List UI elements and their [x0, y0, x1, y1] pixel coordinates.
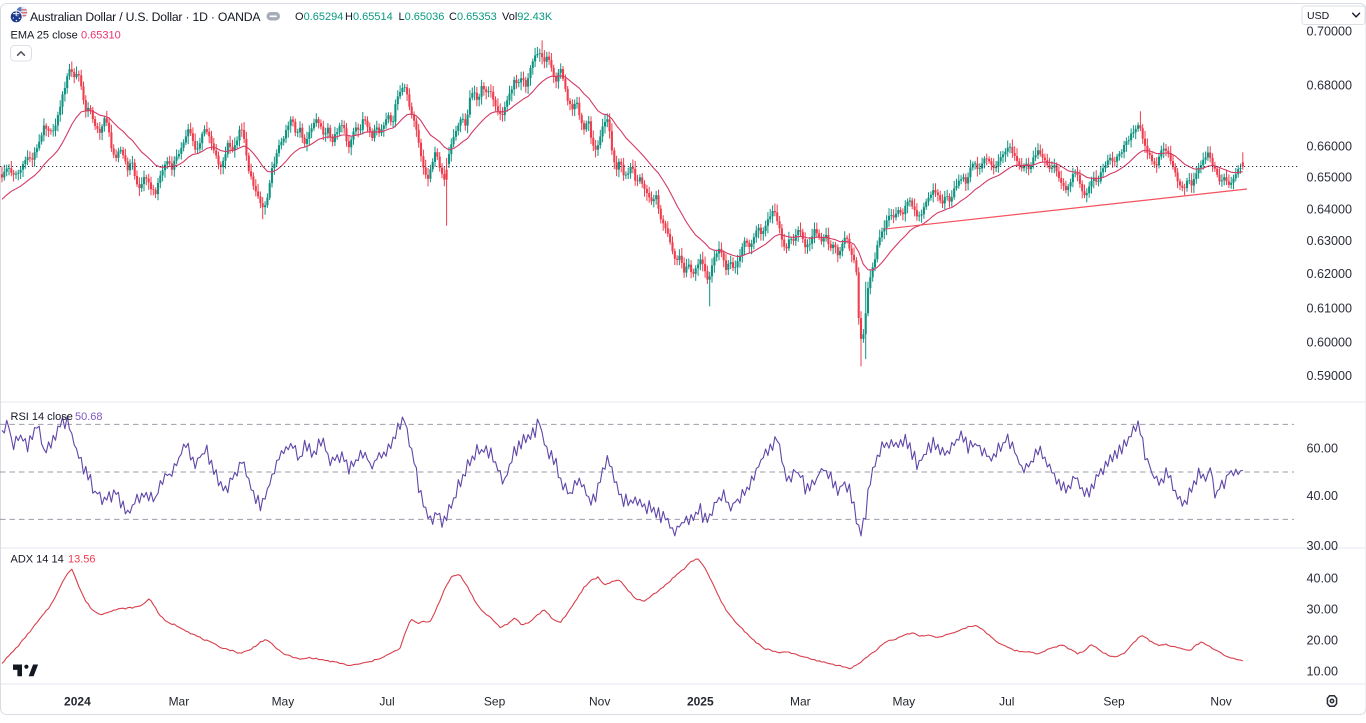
svg-text:Mar: Mar — [790, 695, 811, 709]
svg-text:USD: USD — [1307, 10, 1330, 22]
svg-text:2024: 2024 — [64, 695, 91, 709]
svg-text:Nov: Nov — [1210, 695, 1231, 709]
svg-text:0.62000: 0.62000 — [1307, 267, 1353, 281]
svg-text:H0.65514: H0.65514 — [345, 11, 393, 23]
svg-text:May: May — [892, 695, 915, 709]
svg-text:30.00: 30.00 — [1307, 539, 1339, 553]
svg-text:0.68000: 0.68000 — [1307, 79, 1353, 93]
svg-text:Jul: Jul — [379, 695, 394, 709]
svg-text:Australian Dollar / U.S. Dolla: Australian Dollar / U.S. Dollar · 1D · O… — [30, 10, 261, 24]
svg-text:RSI 14 close: RSI 14 close — [11, 411, 73, 423]
svg-text:40.00: 40.00 — [1307, 572, 1339, 586]
svg-text:Vol92.43K: Vol92.43K — [502, 11, 553, 23]
svg-text:0.66000: 0.66000 — [1307, 139, 1353, 153]
svg-text:0.63000: 0.63000 — [1307, 234, 1353, 248]
svg-text:0.64000: 0.64000 — [1307, 202, 1353, 216]
svg-text:0.70000: 0.70000 — [1307, 24, 1353, 38]
svg-text:10.00: 10.00 — [1307, 665, 1339, 679]
svg-text:L0.65036: L0.65036 — [399, 11, 445, 23]
svg-text:Sep: Sep — [484, 695, 506, 709]
svg-text:20.00: 20.00 — [1307, 634, 1339, 648]
svg-text:0.59000: 0.59000 — [1307, 369, 1353, 383]
svg-text:EMA 25 close: EMA 25 close — [11, 30, 78, 42]
svg-text:0.65310: 0.65310 — [81, 30, 121, 42]
svg-text:0.60000: 0.60000 — [1307, 335, 1353, 349]
svg-text:ADX 14 14: ADX 14 14 — [11, 554, 64, 566]
svg-text:O0.65294: O0.65294 — [295, 11, 343, 23]
svg-text:30.00: 30.00 — [1307, 602, 1339, 616]
svg-text:50.68: 50.68 — [75, 411, 103, 423]
svg-text:May: May — [272, 695, 295, 709]
svg-text:C0.65353: C0.65353 — [449, 11, 497, 23]
svg-text:0.65000: 0.65000 — [1307, 170, 1353, 184]
svg-text:60.00: 60.00 — [1307, 441, 1339, 455]
svg-text:Sep: Sep — [1103, 695, 1125, 709]
svg-text:Nov: Nov — [589, 695, 610, 709]
svg-text:Mar: Mar — [169, 695, 190, 709]
svg-text:2025: 2025 — [687, 695, 714, 709]
svg-text:0.61000: 0.61000 — [1307, 302, 1353, 316]
svg-text:Jul: Jul — [999, 695, 1014, 709]
svg-text:13.56: 13.56 — [68, 554, 96, 566]
svg-text:40.00: 40.00 — [1307, 489, 1339, 503]
